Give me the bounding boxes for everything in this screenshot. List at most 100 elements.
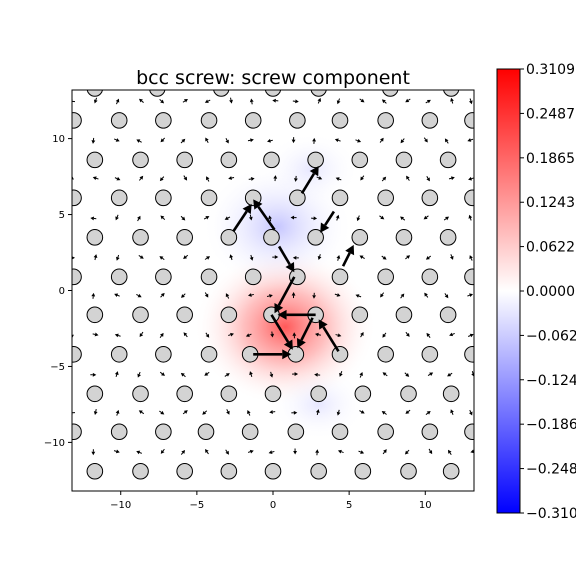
small-arrow-133-head	[159, 332, 164, 337]
small-arrow-124-shaft	[425, 295, 429, 298]
small-arrow-61-head	[250, 177, 255, 181]
small-arrow-0-head	[115, 66, 119, 70]
small-arrow-172	[226, 409, 230, 415]
small-arrow-110-head	[114, 293, 119, 298]
small-arrow-12-head	[471, 67, 474, 71]
small-arrow-81	[268, 215, 272, 222]
atom-29	[200, 189, 218, 207]
small-arrow-137	[245, 333, 252, 337]
strong-arrow-11	[341, 244, 355, 267]
x-tick-label-3: 5	[346, 500, 352, 511]
small-arrow-93-shaft	[117, 254, 120, 258]
strong-arrow-7-shaft	[257, 205, 276, 231]
atom-46	[110, 268, 128, 286]
strong-arrow-2-head	[282, 349, 292, 360]
atom-36	[86, 229, 104, 246]
small-arrow-133-shaft	[159, 335, 162, 339]
small-arrow-135	[205, 332, 210, 338]
atom-99	[354, 462, 372, 480]
small-arrow-58-shaft	[231, 176, 235, 179]
atom-76	[176, 385, 193, 403]
atom-57	[176, 306, 193, 324]
small-arrow-71-head	[468, 176, 473, 181]
small-arrow-69	[426, 176, 430, 182]
small-arrow-41	[225, 137, 229, 144]
small-arrow-66-head	[406, 175, 410, 180]
strong-arrow-10	[320, 210, 336, 233]
atom-63	[439, 306, 457, 324]
small-arrow-98-head	[274, 255, 279, 260]
small-arrow-93-head	[116, 256, 120, 261]
small-arrow-86-head	[423, 215, 428, 220]
small-arrow-27-shaft	[338, 98, 341, 102]
small-arrow-178-shaft	[359, 410, 362, 413]
atom-6	[443, 90, 460, 97]
small-arrow-72-shaft	[116, 214, 119, 218]
small-arrow-46-shaft	[379, 140, 382, 143]
small-arrow-176-shaft	[316, 412, 319, 416]
small-arrow-171-shaft	[159, 410, 162, 413]
atom-8	[110, 112, 128, 129]
small-arrow-17-head	[115, 98, 120, 103]
small-arrow-161	[359, 372, 363, 378]
small-arrow-47-shaft	[355, 139, 358, 142]
small-arrow-180	[405, 409, 411, 414]
small-arrow-113-head	[137, 293, 142, 298]
small-arrow-52	[92, 176, 99, 181]
small-arrow-74-head	[160, 215, 165, 220]
atom-85	[155, 423, 172, 441]
small-arrow-100	[317, 254, 322, 260]
small-arrow-147-head	[469, 333, 474, 338]
small-arrow-29-shaft	[384, 101, 387, 104]
small-arrow-108-head	[492, 255, 496, 259]
small-arrow-126-shaft	[467, 294, 470, 297]
small-arrow-102-shaft	[362, 256, 365, 260]
field-heatmap	[193, 132, 377, 441]
atom-56	[132, 306, 149, 324]
small-arrow-163-shaft	[404, 372, 407, 375]
atom-86	[197, 423, 215, 441]
strong-arrow-10-shaft	[323, 210, 336, 226]
small-arrow-134-shaft	[228, 334, 231, 336]
small-arrow-120-shaft	[334, 293, 338, 296]
small-arrow-201	[404, 449, 410, 455]
small-arrow-199-shaft	[358, 450, 362, 453]
small-arrow-126	[467, 293, 474, 298]
small-arrow-43-shaft	[270, 139, 273, 142]
small-arrow-201-head	[404, 450, 409, 455]
small-arrow-134	[228, 332, 234, 337]
small-arrow-28-head	[405, 98, 410, 103]
atom-13	[331, 112, 349, 129]
small-arrow-142-shaft	[405, 331, 408, 335]
atom-100	[400, 462, 417, 480]
atom-11	[244, 112, 262, 129]
small-arrow-197-head	[315, 449, 320, 453]
atom-31	[289, 189, 306, 207]
small-arrow-56-head	[183, 176, 188, 181]
small-arrow-91	[72, 256, 75, 260]
small-arrow-78-shaft	[249, 214, 252, 218]
small-arrow-95-head	[159, 256, 164, 260]
small-arrow-89-shaft	[443, 218, 447, 221]
small-arrow-110	[114, 293, 120, 298]
small-arrow-86-shaft	[426, 215, 429, 218]
field-region-0	[193, 247, 377, 406]
atom-18	[132, 151, 149, 169]
small-arrow-76	[203, 216, 210, 220]
atom-27	[110, 189, 128, 207]
small-arrow-105	[381, 255, 387, 260]
small-arrow-106-head	[449, 255, 454, 260]
small-arrow-145-shaft	[428, 335, 431, 339]
small-arrow-77	[180, 215, 186, 221]
atom-98	[310, 462, 327, 480]
strong-arrow-9-head	[309, 165, 319, 177]
small-arrow-71-shaft	[471, 177, 474, 180]
small-arrow-104	[405, 255, 411, 260]
small-arrow-172-shaft	[226, 409, 229, 412]
small-arrow-65	[335, 177, 342, 181]
small-arrow-52-shaft	[95, 177, 99, 180]
small-arrow-34-shaft	[113, 138, 117, 141]
small-arrow-141	[335, 333, 342, 338]
small-arrow-88-shaft	[469, 217, 472, 221]
strong-arrow-6-shaft	[277, 245, 291, 266]
